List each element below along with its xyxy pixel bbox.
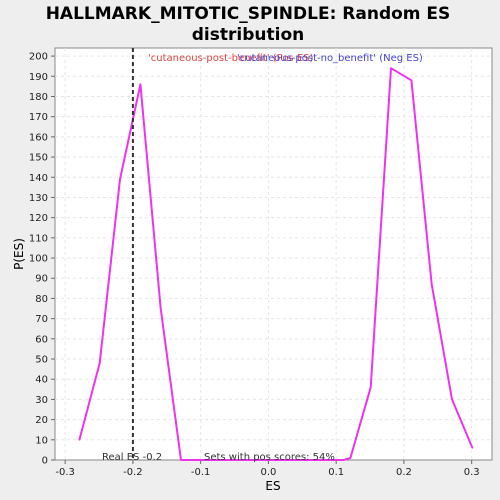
y-tick-label: 150 [29,153,48,164]
chart-title-line-2: distribution [192,25,304,45]
data-point [369,386,372,389]
y-tick-label: 30 [35,395,48,406]
y-tick-label: 180 [29,92,48,103]
grid [55,48,492,460]
y-tick-label: 100 [29,254,48,265]
y-tick-label: 200 [29,52,48,63]
data-point [322,459,325,461]
data-point [78,439,81,441]
y-axis-ticks: 0 10 20 30 40 50 60 70 80 90 100 110 120 130 140 150 160… [29,52,55,467]
data-point [98,362,101,364]
data-point [410,79,413,82]
data-point [220,459,223,461]
data-point [180,459,182,461]
data-point [451,398,453,401]
x-tick-label: -0.3 [55,467,75,478]
data-point [261,459,264,461]
data-point [390,67,392,69]
x-tick-label: 0.1 [328,467,344,478]
data-point [241,459,243,461]
y-tick-label: 130 [29,193,48,204]
y-tick-label: 60 [35,334,48,345]
y-tick-label: 90 [35,274,48,285]
y-tick-label: 40 [35,375,48,386]
y-tick-label: 70 [35,314,48,325]
data-point [159,307,162,310]
x-tick-label: 0.0 [260,467,276,478]
y-tick-label: 50 [35,355,48,366]
pos-scores-annotation: Sets with pos scores: 54% [204,452,335,463]
legend-neg-es: 'cutaneous-post-no_benefit' (Neg ES) [237,53,423,64]
y-tick-label: 120 [29,213,48,224]
data-point [139,83,142,86]
legend-pos-es: 'cutaneous-post-benefit' (Pos ES) [148,53,313,64]
data-point [471,447,474,449]
series-layer [78,67,474,461]
chart-title-line-1: HALLMARK_MITOTIC_SPINDLE: Random ES [46,4,451,24]
data-point [302,459,304,461]
y-tick-label: 110 [29,233,48,244]
x-tick-label: -0.2 [123,467,143,478]
data-point [342,459,345,461]
data-point [281,459,284,461]
data-point [200,459,203,461]
y-tick-label: 20 [35,415,48,426]
plot-area [54,47,493,461]
real-es-label: Real ES -0.2 [102,452,162,463]
x-tick-label: 0.2 [396,467,412,478]
y-tick-label: 170 [29,112,48,123]
y-tick-label: 160 [29,132,48,143]
data-point [430,283,433,286]
y-tick-label: 0 [42,456,48,467]
y-tick-label: 190 [29,72,48,83]
y-tick-label: 10 [35,435,48,446]
x-tick-label: -0.1 [191,467,211,478]
data-point [349,457,352,459]
y-axis-label: P(ES) [12,238,26,270]
x-tick-label: 0.3 [464,467,480,478]
data-point [119,178,121,181]
y-tick-label: 140 [29,173,48,184]
x-axis-label: ES [265,479,280,493]
y-tick-label: 80 [35,294,48,305]
